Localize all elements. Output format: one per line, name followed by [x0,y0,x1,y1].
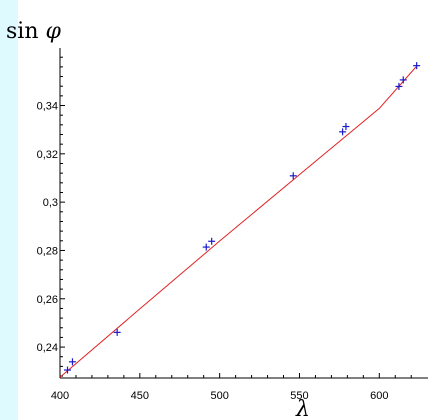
plot-background [18,0,433,420]
data-point [342,123,350,131]
data-point [68,358,76,366]
y-tick-label: 0,3 [43,197,58,209]
x-tick-label: 550 [290,390,308,402]
y-tick-label: 0,28 [37,245,58,257]
axes: 400 450 500 550 600 0,24 0,26 0,28 0,3 0,32 0,34 [37,48,428,402]
x-tick-label: 500 [210,390,228,402]
data-point [339,128,347,136]
fit-line [59,66,417,378]
y-tick-label: 0,26 [37,294,58,306]
data-point [208,237,216,245]
data-point [64,366,72,374]
y-tick-label: 0,32 [37,149,58,161]
x-tick-label: 400 [51,390,69,402]
x-tick-label: 600 [370,390,388,402]
data-point [413,62,421,70]
y-axis-label: sin φ [6,19,62,44]
data-point [289,172,297,180]
data-points [64,62,421,374]
data-point [202,243,210,251]
fit-line-group [59,66,417,378]
x-axis-label: λ [295,397,310,420]
data-point [399,76,407,84]
y-tick-label: 0,34 [37,101,58,113]
data-point [395,82,403,90]
data-point [113,328,121,336]
x-tick-label: 450 [131,390,149,402]
y-tick-label: 0,24 [37,342,58,354]
